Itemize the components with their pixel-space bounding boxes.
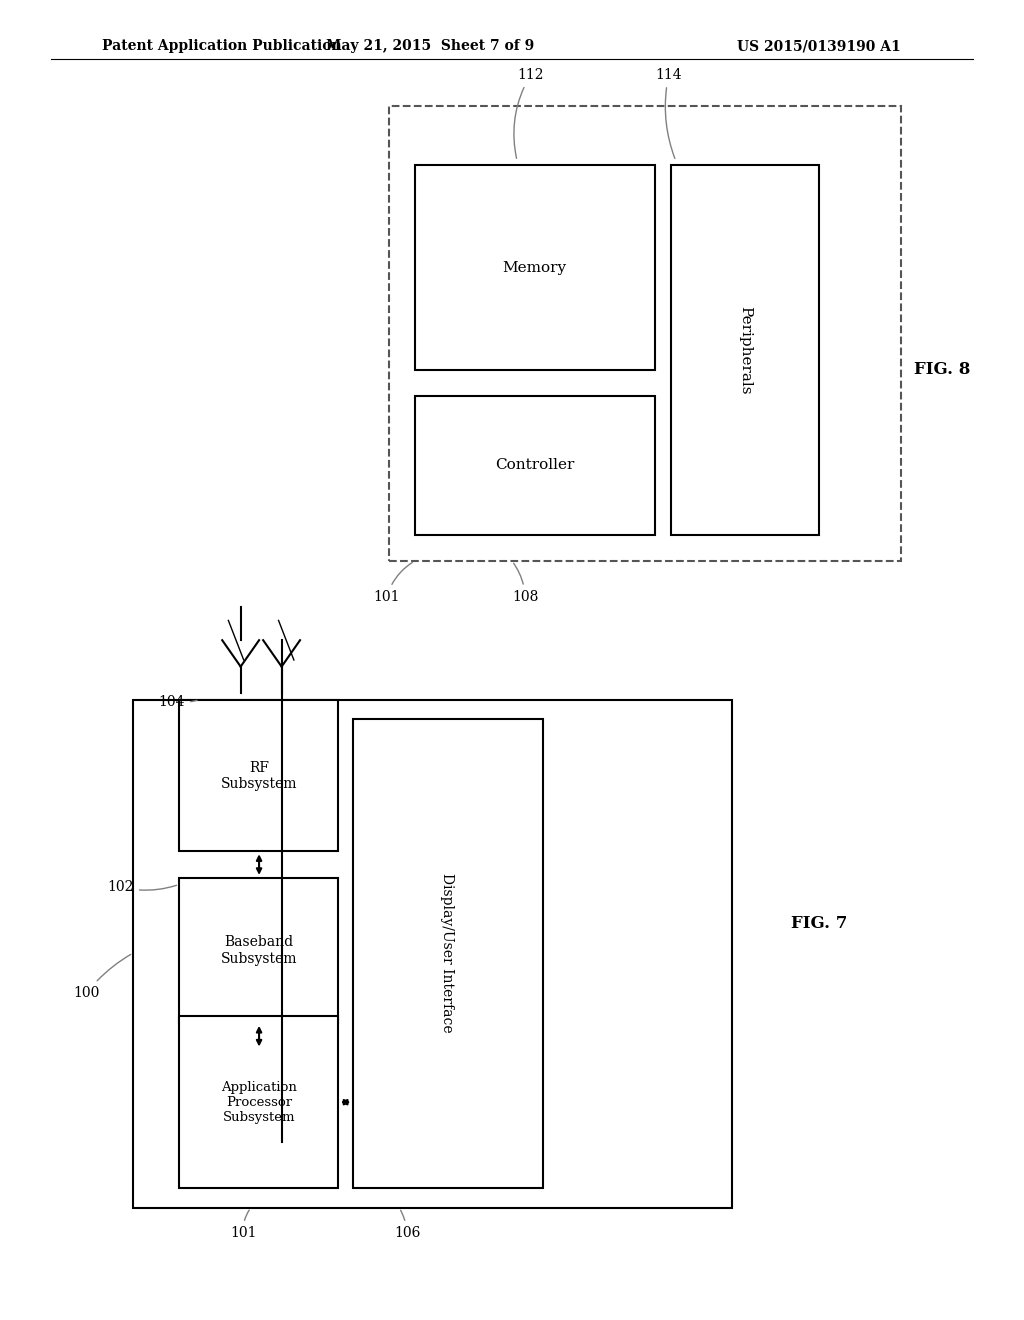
Text: FIG. 8: FIG. 8 xyxy=(913,362,971,378)
Text: 101: 101 xyxy=(230,1210,257,1239)
Text: 100: 100 xyxy=(74,954,131,999)
Text: Memory: Memory xyxy=(503,261,566,275)
Text: 106: 106 xyxy=(394,1210,421,1239)
Text: US 2015/0139190 A1: US 2015/0139190 A1 xyxy=(737,40,901,53)
Text: Controller: Controller xyxy=(495,458,574,471)
Text: 112: 112 xyxy=(514,69,544,158)
Text: Display/User Interface: Display/User Interface xyxy=(440,874,455,1032)
Text: 114: 114 xyxy=(655,69,682,158)
FancyBboxPatch shape xyxy=(179,1016,338,1188)
Text: Application
Processor
Subsystem: Application Processor Subsystem xyxy=(221,1081,297,1123)
Text: May 21, 2015  Sheet 7 of 9: May 21, 2015 Sheet 7 of 9 xyxy=(326,40,535,53)
FancyBboxPatch shape xyxy=(415,396,655,535)
FancyBboxPatch shape xyxy=(671,165,819,535)
Text: Patent Application Publication: Patent Application Publication xyxy=(102,40,342,53)
Text: FIG. 7: FIG. 7 xyxy=(791,916,848,932)
Text: 104: 104 xyxy=(159,696,197,709)
FancyBboxPatch shape xyxy=(415,165,655,370)
Text: 102: 102 xyxy=(108,880,176,894)
Text: Peripherals: Peripherals xyxy=(738,305,753,395)
FancyBboxPatch shape xyxy=(389,106,901,561)
Text: 108: 108 xyxy=(512,564,539,603)
FancyBboxPatch shape xyxy=(353,719,543,1188)
Text: 101: 101 xyxy=(374,562,413,603)
FancyBboxPatch shape xyxy=(133,700,732,1208)
Text: Baseband
Subsystem: Baseband Subsystem xyxy=(221,936,297,965)
Text: RF
Subsystem: RF Subsystem xyxy=(221,762,297,791)
FancyBboxPatch shape xyxy=(179,878,338,1023)
FancyBboxPatch shape xyxy=(179,700,338,851)
